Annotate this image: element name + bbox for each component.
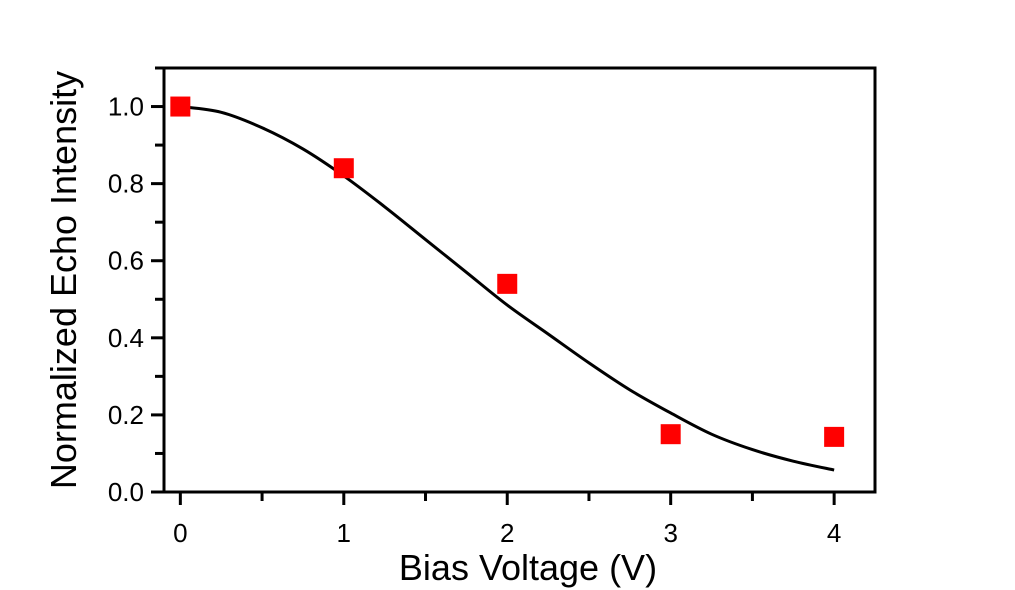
plot-frame [162,66,877,494]
y-tick-label: 0.4 [108,323,144,353]
y-tick-label: 1.0 [108,92,144,122]
fit-curve [180,105,835,472]
x-tick-label: 0 [173,518,187,548]
data-points [170,96,845,447]
data-point [170,96,191,117]
x-tick-label: 3 [663,518,677,548]
data-point [824,426,845,447]
x-axis-label: Bias Voltage (V) [399,547,657,588]
data-point [333,158,354,179]
x-tick-label: 2 [500,518,514,548]
y-tick-label: 0.8 [108,169,144,199]
y-tick-label: 0.6 [108,246,144,276]
data-point [660,424,681,445]
y-axis-label: Normalized Echo Intensity [43,71,84,489]
y-tick-label: 0.2 [108,400,144,430]
y-tick-label: 0.0 [108,477,144,507]
axis-ticks [151,66,836,505]
x-tick-label: 1 [337,518,351,548]
x-tick-label: 4 [827,518,841,548]
data-point [497,273,518,294]
tick-labels: 0 1 2 3 4 0.0 0.2 0.4 0.6 0.8 1.0 [108,92,842,548]
